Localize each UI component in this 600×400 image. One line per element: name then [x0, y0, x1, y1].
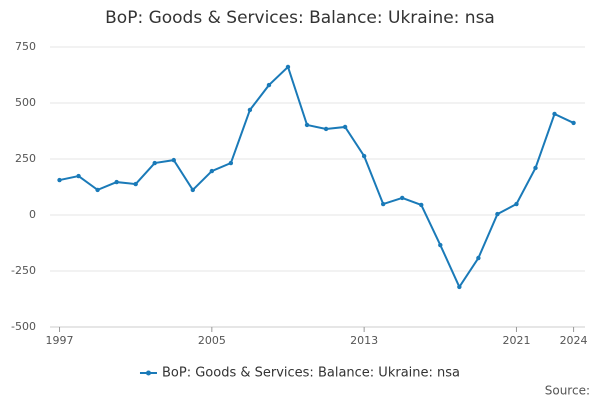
data-point [419, 202, 424, 208]
y-tick-label: -250 [11, 264, 36, 277]
data-point [514, 201, 519, 207]
data-point [114, 179, 119, 185]
data-point [228, 160, 234, 166]
x-tick-label: 2024 [560, 334, 588, 347]
legend-label: BoP: Goods & Services: Balance: Ukraine:… [162, 366, 460, 381]
data-point [457, 284, 462, 290]
y-tick-label: -500 [11, 320, 36, 333]
y-tick-label: 0 [29, 208, 36, 221]
y-tick-label: 250 [15, 152, 36, 165]
data-point [476, 255, 481, 261]
y-tick-label: 500 [15, 96, 36, 109]
data-point [76, 173, 81, 179]
data-point [342, 124, 348, 130]
data-point [361, 153, 367, 159]
data-point [438, 242, 443, 248]
data-point [133, 181, 138, 187]
chart-title: BoP: Goods & Services: Balance: Ukraine:… [105, 8, 495, 28]
data-point [552, 111, 557, 117]
data-point [304, 122, 310, 128]
data-point [190, 187, 195, 193]
x-tick-label: 2005 [198, 334, 226, 347]
series-line [59, 65, 575, 289]
y-tick-label: 750 [15, 40, 36, 53]
data-point [571, 120, 576, 126]
data-point [285, 64, 291, 70]
data-point [152, 160, 157, 166]
data-point [400, 195, 405, 201]
data-point [95, 187, 100, 193]
legend-marker [145, 370, 151, 376]
x-tick-label: 1997 [46, 334, 74, 347]
source: Source: [545, 384, 590, 398]
data-point [57, 177, 62, 183]
data-point [533, 165, 538, 171]
data-point [209, 168, 215, 174]
x-tick-label: 2021 [502, 334, 530, 347]
data-point [380, 201, 386, 207]
data-point [247, 107, 253, 113]
x-tick-label: 2013 [350, 334, 378, 347]
data-point [323, 126, 329, 132]
data-point [171, 157, 176, 163]
data-point [266, 82, 272, 88]
data-point [495, 211, 500, 217]
